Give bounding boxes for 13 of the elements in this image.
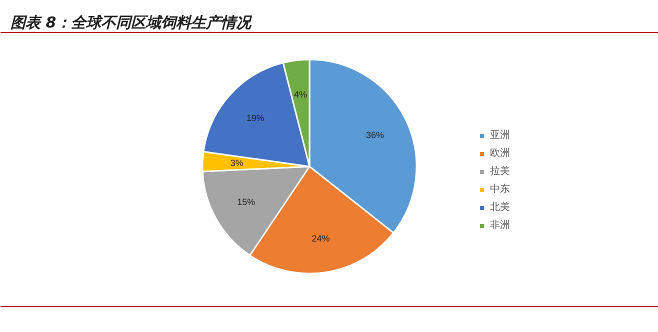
legend-label: 北美 <box>490 200 510 214</box>
legend-label: 中东 <box>490 182 510 196</box>
legend-label: 欧洲 <box>490 146 510 160</box>
data-label: 19% <box>246 112 264 123</box>
data-label: 15% <box>237 197 256 208</box>
chart-title: 图表 8：全球不同区域饲料生产情况 <box>10 14 254 32</box>
data-label: 36% <box>366 130 384 140</box>
legend-label: 非洲 <box>490 218 510 232</box>
data-label: 24% <box>312 233 330 244</box>
legend-label: 拉美 <box>490 164 510 178</box>
data-label: 3% <box>230 158 244 168</box>
legend-label: 亚洲 <box>490 128 510 142</box>
data-label: 4% <box>294 89 307 100</box>
